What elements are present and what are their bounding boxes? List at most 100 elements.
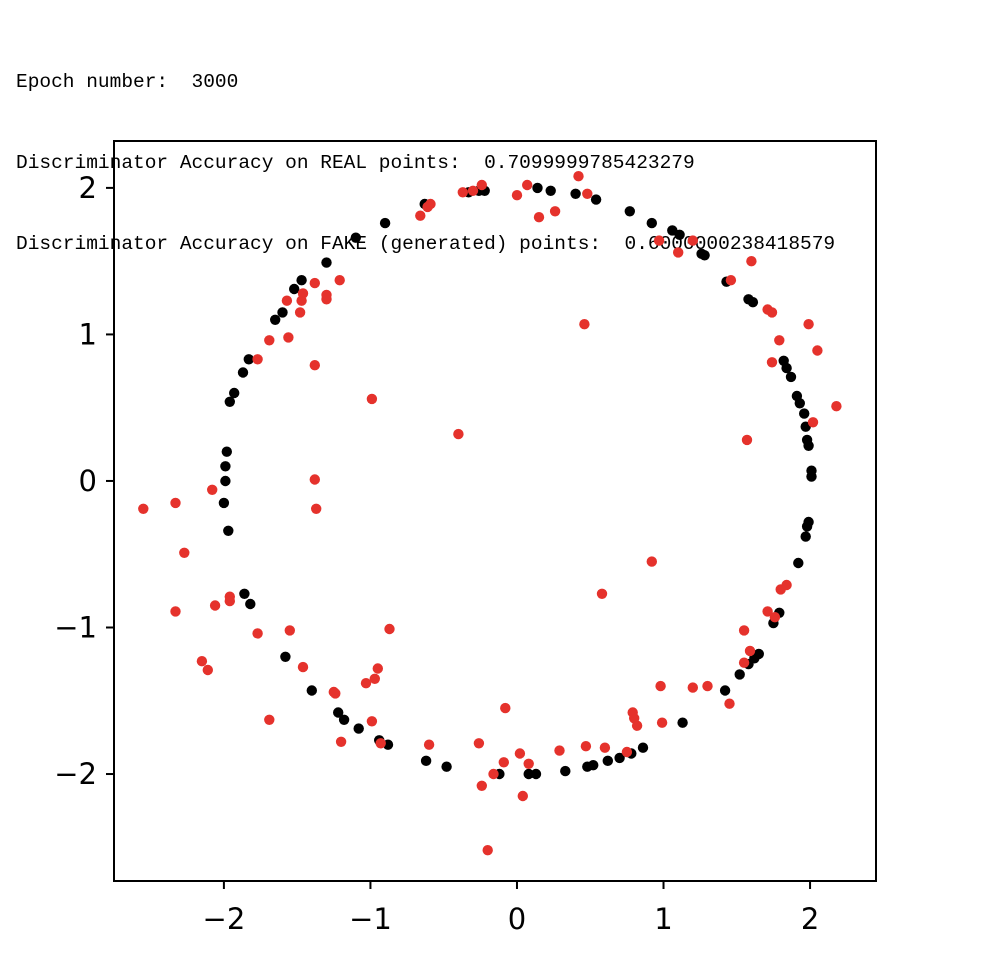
- axis-ticks: −2 −1 0 1 2 2 1 0 −1 −2: [54, 171, 819, 936]
- real-point-11: [243, 354, 254, 365]
- fake-point-76: [687, 235, 698, 246]
- x-tick-label: 2: [801, 902, 819, 936]
- real-point-61: [785, 371, 797, 383]
- real-point-65: [743, 294, 754, 305]
- fake-point-31: [360, 678, 372, 689]
- real-point-36: [588, 760, 599, 771]
- fake-point-12: [264, 335, 275, 346]
- fake-point-16: [284, 625, 295, 636]
- fake-point-34: [369, 673, 380, 684]
- fake-point-87: [766, 357, 778, 368]
- epoch-line: Epoch number: 3000: [16, 71, 239, 93]
- x-tick-label: −1: [349, 902, 392, 936]
- real-point-72: [624, 206, 635, 217]
- fake-point-37: [384, 623, 395, 635]
- real-point-63: [778, 355, 789, 366]
- fake-point-89: [769, 612, 781, 623]
- fake-point-30: [335, 736, 347, 747]
- real-point-13: [229, 387, 240, 399]
- fake-point-49: [488, 768, 499, 780]
- fake-point-88: [762, 606, 773, 617]
- fake-point-53: [514, 748, 526, 759]
- fake-point-45: [473, 738, 485, 749]
- fake-point-40: [423, 739, 435, 750]
- fake-point-93: [803, 319, 814, 330]
- real-point-76: [532, 182, 543, 194]
- real-point-8: [289, 283, 300, 295]
- fake-point-95: [812, 345, 823, 356]
- real-point-21: [245, 598, 256, 610]
- fake-point-29: [334, 275, 345, 286]
- fake-point-51: [498, 757, 509, 768]
- real-point-32: [523, 768, 534, 780]
- fake-point-54: [517, 790, 528, 802]
- real-point-12: [237, 367, 249, 378]
- fake-point-24: [311, 503, 322, 514]
- real-point-40: [637, 742, 649, 753]
- real-point-15: [221, 446, 232, 457]
- real-point-70: [667, 225, 678, 236]
- fake-point-15: [283, 332, 294, 343]
- y-tick-label: 2: [79, 171, 97, 205]
- fake-point-92: [781, 579, 792, 591]
- fake-point-74: [673, 247, 684, 258]
- real-point-16: [220, 461, 231, 472]
- fake-point-35: [372, 663, 383, 674]
- fake-point-0: [138, 503, 149, 514]
- real-point-20: [239, 588, 250, 599]
- fake-point-59: [554, 745, 565, 756]
- fake-point-82: [741, 434, 753, 446]
- fake-point-21: [309, 277, 320, 289]
- fake-point-46: [476, 179, 487, 191]
- real-point-10: [270, 314, 281, 325]
- fake-point-60: [573, 171, 584, 182]
- real-point-29: [420, 755, 432, 766]
- y-tick-label: −2: [54, 757, 97, 791]
- x-tick-label: −2: [203, 902, 246, 936]
- real-point-5: [350, 232, 361, 243]
- fake-point-26: [321, 289, 332, 301]
- real-point-37: [602, 755, 613, 766]
- real-accuracy-line: Discriminator Accuracy on REAL points: 0…: [16, 152, 695, 174]
- fake-point-20: [297, 661, 309, 673]
- fake-point-86: [766, 307, 778, 318]
- fake-point-14: [281, 295, 293, 306]
- fake-point-68: [653, 235, 665, 246]
- fake-point-69: [655, 680, 666, 692]
- fake-point-41: [425, 198, 436, 210]
- data-points: [138, 171, 842, 856]
- fake-point-81: [738, 657, 750, 668]
- fake-point-55: [522, 179, 533, 191]
- fake-point-66: [621, 746, 633, 758]
- real-point-50: [800, 531, 811, 542]
- fake-point-58: [549, 206, 561, 217]
- real-point-7: [296, 275, 307, 286]
- fake-point-67: [646, 556, 657, 567]
- fake-point-73: [656, 717, 668, 728]
- x-tick-label: 0: [508, 902, 526, 936]
- real-point-30: [441, 761, 452, 772]
- fake-point-65: [599, 742, 611, 753]
- fake-point-56: [523, 758, 534, 769]
- fake-point-83: [744, 645, 756, 657]
- real-point-42: [719, 685, 731, 696]
- fake-point-61: [579, 319, 590, 330]
- real-point-9: [277, 307, 288, 318]
- fake-point-48: [482, 845, 493, 856]
- real-point-41: [677, 717, 688, 728]
- fake-point-96: [831, 401, 842, 412]
- real-point-68: [696, 248, 707, 259]
- fake-point-64: [596, 588, 608, 599]
- real-point-6: [321, 257, 332, 268]
- fake-point-5: [202, 664, 213, 676]
- fake-point-32: [366, 393, 378, 405]
- fake-point-43: [457, 187, 468, 198]
- fake-point-28: [328, 686, 339, 698]
- fake-point-19: [297, 288, 309, 299]
- real-point-22: [280, 651, 291, 662]
- fake-point-79: [725, 275, 737, 286]
- real-point-38: [614, 752, 625, 764]
- fake-point-44: [467, 185, 479, 196]
- real-point-73: [590, 194, 602, 205]
